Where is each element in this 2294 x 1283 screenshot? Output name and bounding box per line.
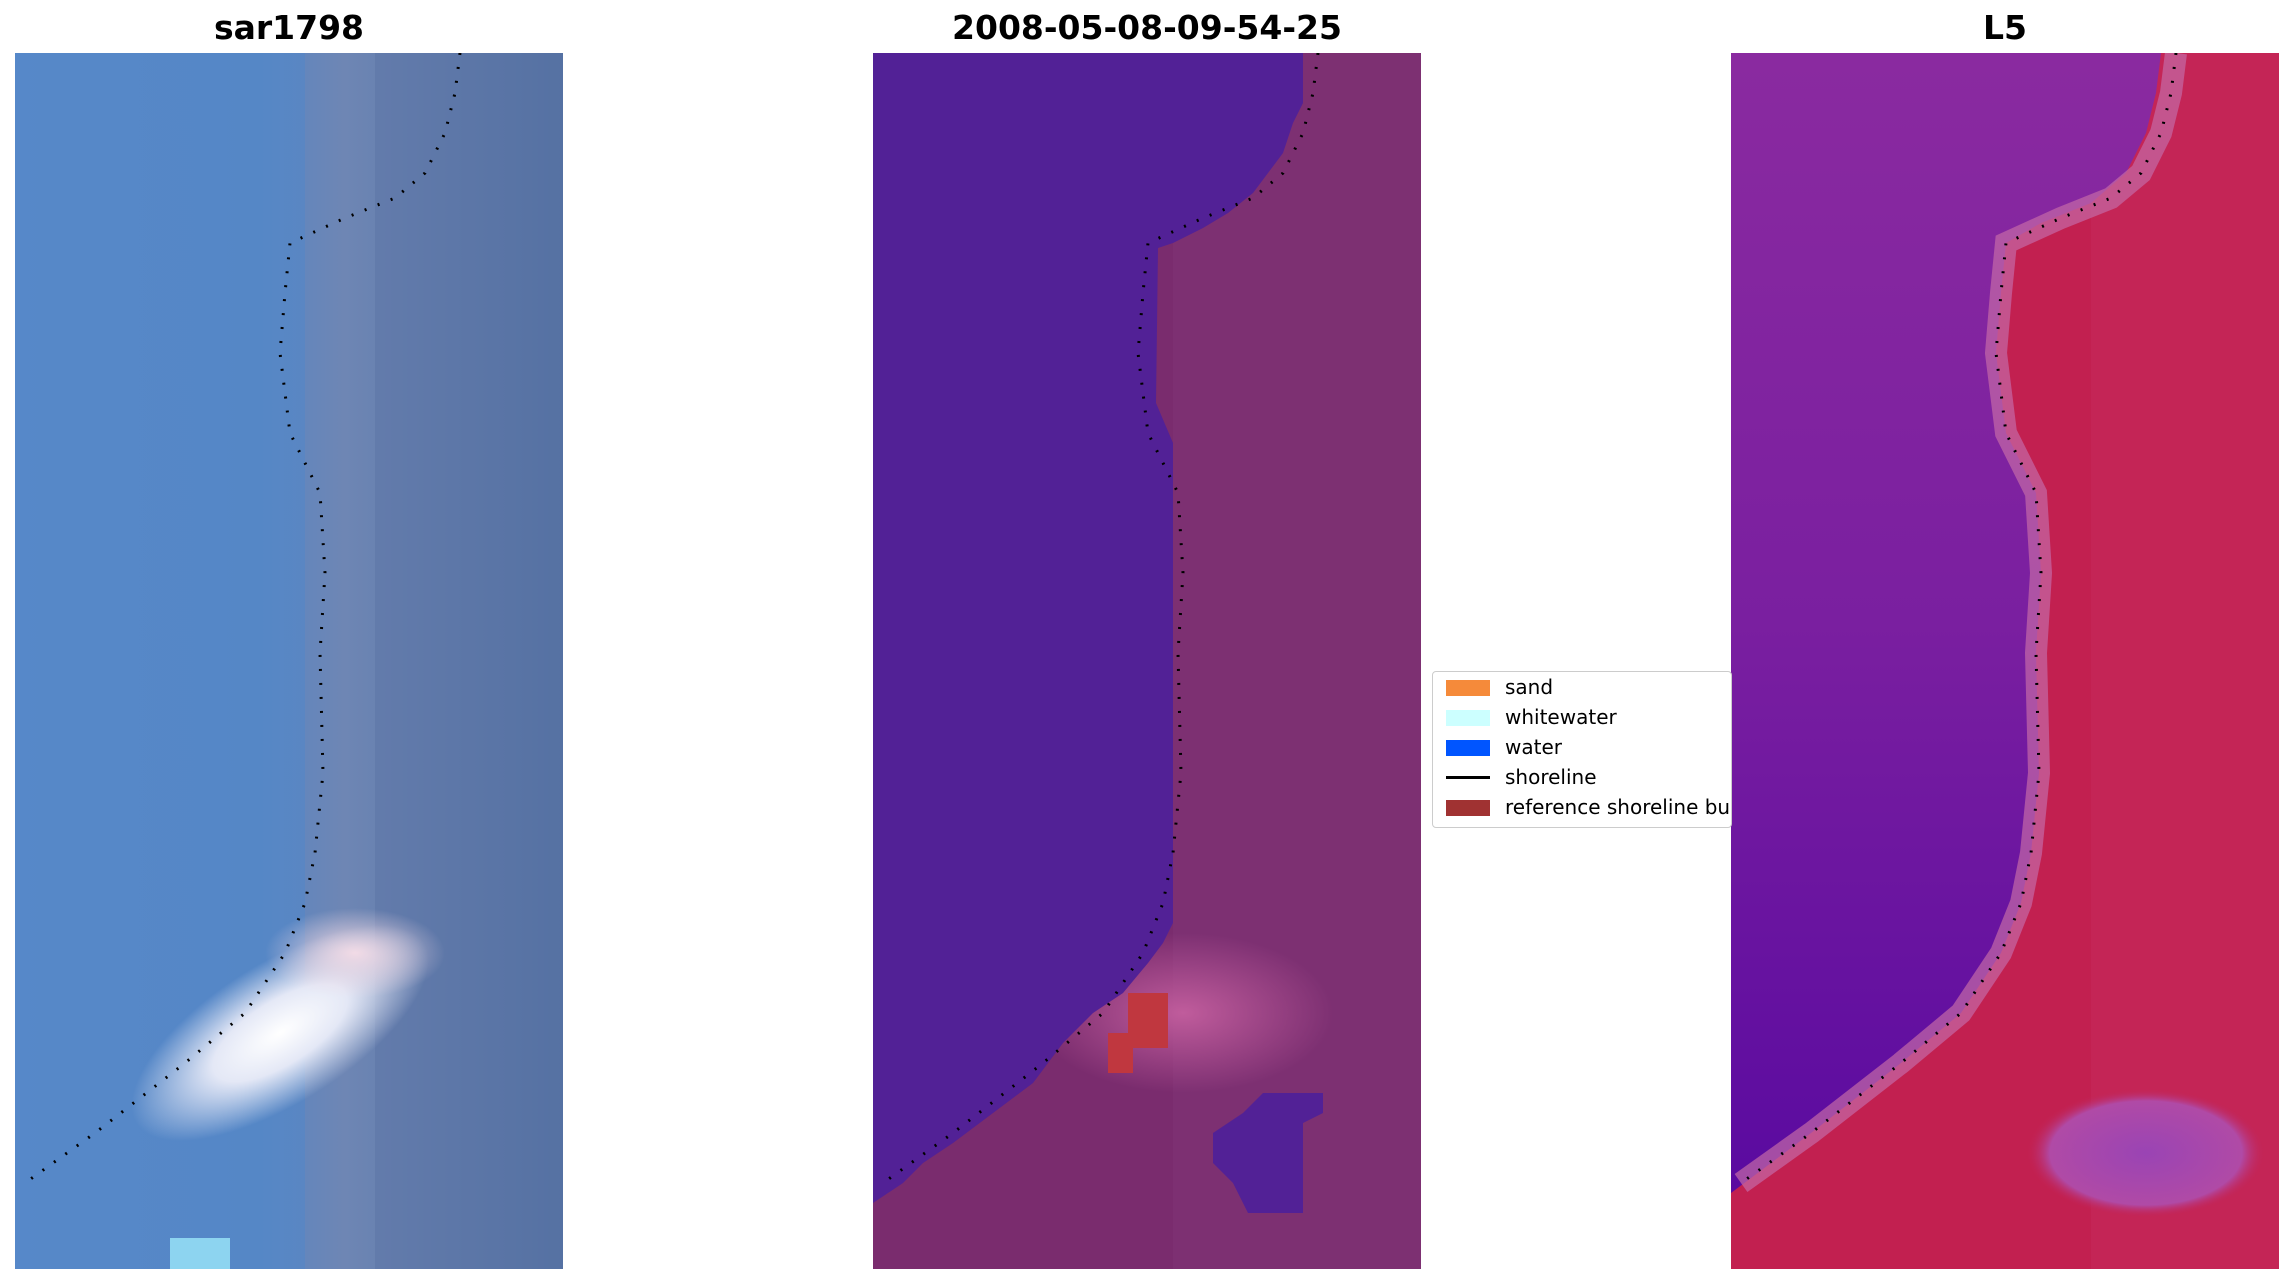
classified-image-panel	[873, 53, 1421, 1269]
legend: sand whitewater water shoreline referenc…	[1432, 671, 1732, 828]
index-water-region	[1731, 53, 2161, 1193]
reference-shoreline-buffer-region	[1128, 993, 1168, 1048]
classified-image	[873, 53, 1421, 1269]
water-class-region	[873, 53, 1303, 1203]
panel-title-rgb: sar1798	[213, 8, 365, 47]
rgb-image-panel	[15, 53, 563, 1269]
index-image	[1731, 53, 2279, 1269]
shoreline-dots-rgb	[24, 53, 462, 1185]
legend-label: whitewater	[1505, 705, 1617, 729]
shoreline-dots-index	[1740, 53, 2178, 1185]
index-image-panel	[1731, 53, 2279, 1269]
legend-label: water	[1505, 735, 1562, 759]
legend-label: shoreline	[1505, 765, 1597, 789]
shoreline-dots-classified	[882, 53, 1320, 1185]
reference-buffer-swatch	[1446, 800, 1490, 816]
legend-label: reference shoreline bu	[1505, 795, 1731, 819]
panel-title-classified: 2008-05-08-09-54-25	[952, 8, 1342, 47]
water-class-patch	[1213, 1093, 1323, 1213]
shoreline-line-swatch	[1446, 776, 1490, 779]
legend-label: sand	[1505, 675, 1554, 699]
rgb-image	[15, 53, 563, 1269]
water-swatch	[1446, 740, 1490, 756]
panel-title-index: L5	[1983, 8, 2027, 47]
whitewater-swatch	[1446, 710, 1490, 726]
sand-swatch	[1446, 680, 1490, 696]
